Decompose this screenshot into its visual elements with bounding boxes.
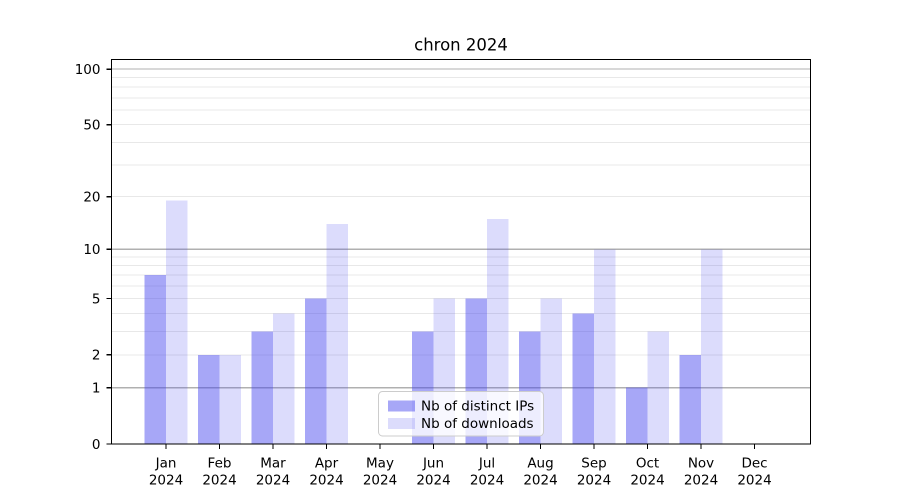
y-tick-label: 2	[92, 348, 101, 364]
bar-nb-of-downloads	[540, 298, 562, 444]
x-tick-label-year: 2024	[470, 473, 504, 489]
bar-nb-of-distinct-ips	[251, 331, 273, 444]
bar-nb-of-downloads	[647, 331, 669, 444]
legend-label-nb-of-downloads: Nb of downloads	[421, 416, 534, 432]
plot-border	[110, 58, 812, 445]
bar-nb-of-downloads	[487, 218, 509, 444]
x-tick-label-year: 2024	[149, 473, 183, 489]
y-tick-label: 10	[83, 242, 100, 258]
bar-nb-of-distinct-ips	[679, 354, 701, 444]
x-tick-label-month: Mar	[260, 456, 286, 472]
bar-nb-of-downloads	[594, 249, 616, 444]
x-tick-label-year: 2024	[416, 473, 450, 489]
legend-swatch-nb-of-distinct-ips	[388, 400, 415, 412]
x-tick-label-year: 2024	[202, 473, 236, 489]
y-tick-label: 20	[83, 190, 100, 206]
x-tick-label-month: Feb	[208, 456, 232, 472]
x-tick-label-year: 2024	[737, 473, 771, 489]
bar-nb-of-distinct-ips	[305, 298, 327, 444]
x-tick-label-month: Jun	[422, 456, 444, 472]
bar-nb-of-downloads	[326, 224, 348, 444]
bar-nb-of-downloads	[219, 354, 241, 444]
x-tick-label-month: Apr	[315, 456, 339, 472]
x-tick-label-year: 2024	[523, 473, 557, 489]
x-tick-label-year: 2024	[684, 473, 718, 489]
legend-label-nb-of-distinct-ips: Nb of distinct IPs	[421, 399, 534, 415]
x-tick-label-month: Jan	[155, 456, 177, 472]
x-tick-label-month: Oct	[636, 456, 659, 472]
x-tick-label-year: 2024	[630, 473, 664, 489]
x-tick-label-year: 2024	[309, 473, 343, 489]
bar-nb-of-distinct-ips	[198, 354, 220, 444]
bar-nb-of-downloads	[273, 313, 295, 444]
bar-nb-of-downloads	[701, 249, 723, 444]
y-tick-label: 100	[75, 62, 101, 78]
bar-nb-of-distinct-ips	[144, 275, 166, 444]
legend-box	[378, 391, 544, 437]
y-tick-label: 5	[92, 291, 101, 307]
x-tick-label-month: Sep	[581, 456, 606, 472]
x-tick-label-month: Nov	[688, 456, 714, 472]
y-tick-label: 1	[92, 381, 101, 397]
y-tick-label: 50	[83, 117, 100, 133]
legend-swatch-nb-of-downloads	[388, 418, 415, 429]
x-tick-label-month: Jul	[478, 456, 495, 472]
bar-nb-of-distinct-ips	[572, 313, 594, 444]
bar-nb-of-distinct-ips	[626, 387, 648, 444]
bar-nb-of-downloads	[166, 200, 188, 444]
y-tick-label: 0	[92, 437, 101, 453]
x-tick-label-month: Dec	[741, 456, 767, 472]
chart-title: chron 2024	[414, 36, 508, 55]
x-tick-label-month: May	[366, 456, 394, 472]
x-tick-label-year: 2024	[363, 473, 397, 489]
x-tick-label-year: 2024	[256, 473, 290, 489]
x-tick-label-month: Aug	[527, 456, 553, 472]
x-tick-label-year: 2024	[577, 473, 611, 489]
